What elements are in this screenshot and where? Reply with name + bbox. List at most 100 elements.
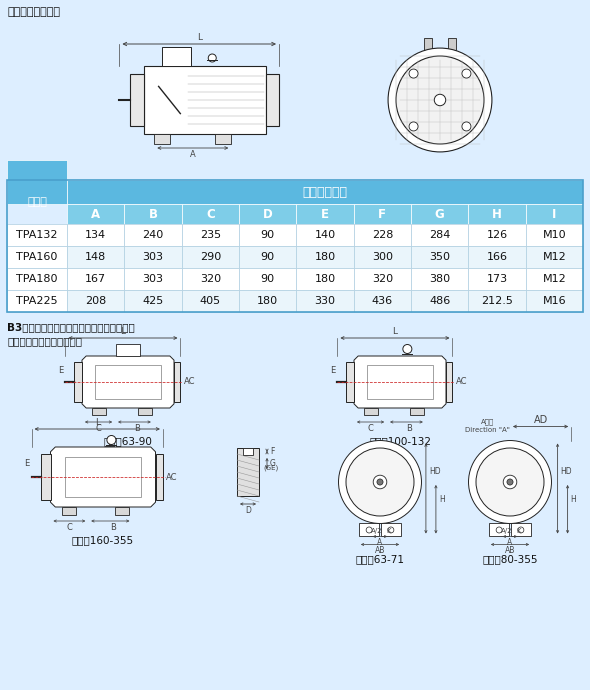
Text: E: E [24, 460, 30, 469]
Bar [296, 290, 353, 312]
Bar [468, 204, 526, 224]
Text: G: G [435, 208, 444, 221]
Text: B: B [135, 424, 140, 433]
Text: 320: 320 [200, 274, 221, 284]
Bar [215, 134, 231, 144]
Circle shape [462, 122, 471, 131]
Bar [239, 290, 296, 312]
Bar [63, 507, 76, 515]
Text: L: L [196, 33, 202, 42]
Text: A: A [190, 150, 196, 159]
Text: 180: 180 [314, 252, 336, 262]
Text: C: C [368, 424, 373, 433]
Bar [446, 362, 453, 402]
Text: 320: 320 [372, 274, 393, 284]
Bar [468, 290, 526, 312]
Bar [124, 204, 182, 224]
Text: F: F [378, 208, 386, 221]
Text: L: L [95, 418, 100, 427]
Circle shape [396, 56, 484, 144]
Text: 148: 148 [85, 252, 106, 262]
Bar [182, 204, 239, 224]
Circle shape [409, 69, 418, 78]
Bar [115, 507, 129, 515]
Circle shape [496, 527, 502, 533]
Text: 167: 167 [85, 274, 106, 284]
Text: A/2: A/2 [371, 529, 383, 535]
Text: 212.5: 212.5 [481, 296, 513, 306]
Text: E: E [321, 208, 329, 221]
Circle shape [339, 440, 421, 524]
Bar [353, 204, 411, 224]
Text: M12: M12 [542, 252, 566, 262]
Bar [7, 290, 67, 312]
Circle shape [377, 479, 383, 485]
Bar [144, 66, 266, 134]
Text: I: I [552, 208, 556, 221]
Text: 机座号100-132: 机座号100-132 [369, 436, 431, 446]
Text: 486: 486 [429, 296, 450, 306]
Bar [182, 268, 239, 290]
Text: AC: AC [455, 377, 467, 386]
Text: 436: 436 [372, 296, 393, 306]
Bar [526, 204, 583, 224]
Bar [424, 38, 432, 50]
Circle shape [434, 95, 445, 106]
Circle shape [107, 435, 116, 444]
Bar [67, 224, 124, 246]
Text: TPA132: TPA132 [17, 230, 58, 240]
Text: 90: 90 [261, 274, 275, 284]
Text: TPA160: TPA160 [17, 252, 58, 262]
Text: C: C [67, 523, 73, 532]
Bar [526, 268, 583, 290]
Bar [296, 268, 353, 290]
Text: 安装尺寸及公差、外形尺寸: 安装尺寸及公差、外形尺寸 [7, 336, 82, 346]
Circle shape [468, 440, 552, 524]
Bar [155, 134, 171, 144]
Bar [239, 246, 296, 268]
Bar [381, 524, 401, 537]
Bar [411, 290, 468, 312]
Bar [91, 408, 106, 415]
Text: TPA180: TPA180 [17, 274, 58, 284]
Bar [468, 268, 526, 290]
Text: 240: 240 [142, 230, 163, 240]
Text: 290: 290 [199, 252, 221, 262]
Text: HD: HD [560, 467, 572, 476]
Bar [7, 224, 67, 246]
Bar [411, 268, 468, 290]
Text: 208: 208 [85, 296, 106, 306]
Text: H: H [492, 208, 502, 221]
Bar [468, 246, 526, 268]
Text: A方向
Direction "A": A方向 Direction "A" [466, 418, 510, 433]
Text: 173: 173 [486, 274, 507, 284]
Text: K: K [516, 529, 520, 535]
Bar [468, 224, 526, 246]
Bar [182, 224, 239, 246]
Text: 专用电机安装尺寸: 专用电机安装尺寸 [7, 7, 60, 17]
Bar [7, 246, 67, 268]
Text: 405: 405 [200, 296, 221, 306]
Bar [174, 362, 181, 402]
Bar [124, 268, 182, 290]
Bar [239, 224, 296, 246]
Bar [182, 290, 239, 312]
Bar [489, 524, 509, 537]
Text: 180: 180 [314, 274, 336, 284]
Text: AD: AD [533, 415, 548, 424]
Bar [67, 246, 124, 268]
Text: A: A [378, 538, 383, 547]
Bar [359, 524, 379, 537]
Bar [156, 454, 163, 500]
Bar [67, 268, 124, 290]
Text: D: D [245, 506, 251, 515]
Polygon shape [51, 447, 156, 507]
Bar [67, 204, 124, 224]
Text: AB: AB [375, 546, 385, 555]
Text: 134: 134 [85, 230, 106, 240]
Bar [411, 246, 468, 268]
Text: A/2: A/2 [501, 529, 513, 535]
Text: C: C [96, 424, 101, 433]
Text: 机座号63-71: 机座号63-71 [356, 555, 405, 564]
Text: 303: 303 [143, 274, 163, 284]
